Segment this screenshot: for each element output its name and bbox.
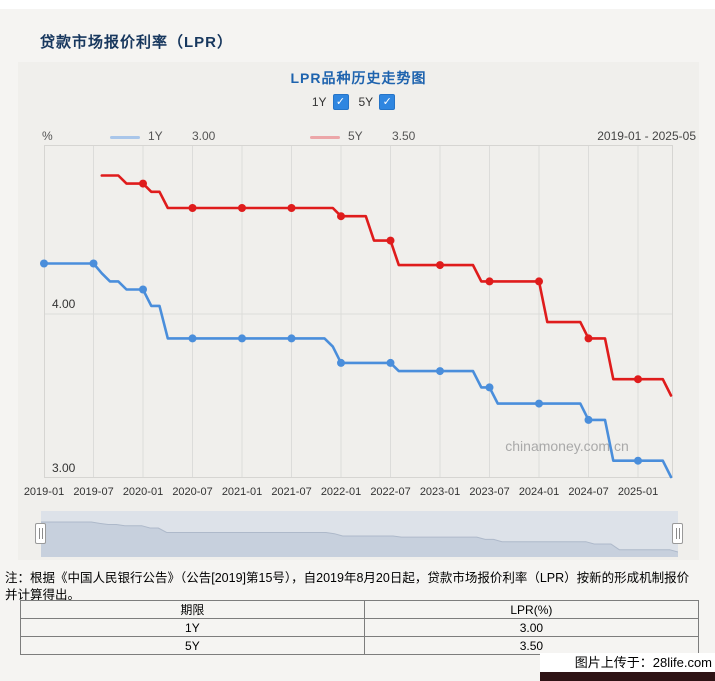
y-axis-unit-label: % xyxy=(42,129,53,143)
checkbox-5y[interactable]: ✓ xyxy=(379,94,396,110)
legend-swatch-1y[interactable] xyxy=(110,136,140,139)
table-header-row: 期限 LPR(%) xyxy=(20,600,700,619)
data-point-1y xyxy=(89,259,98,268)
data-point-1y xyxy=(238,334,246,343)
data-point-5y xyxy=(436,261,444,270)
table-cell-term-5y: 5Y xyxy=(20,636,365,655)
data-point-5y xyxy=(485,277,494,286)
data-point-5y xyxy=(238,204,246,212)
legend-value-5y: 3.50 xyxy=(392,129,416,143)
data-point-5y xyxy=(188,204,197,212)
data-point-5y xyxy=(139,179,147,188)
data-point-1y xyxy=(337,358,345,367)
x-axis-label: 2025-01 xyxy=(617,486,659,498)
data-zoom-left-handle[interactable] xyxy=(35,523,46,544)
table-header-lpr: LPR(%) xyxy=(363,600,700,619)
series-line-5y xyxy=(100,174,673,397)
footnote-line-1: 注：根据《中国人民银行公告》（公告[2019]第15号），自2019年8月20日… xyxy=(5,571,690,585)
legend-value-1y: 3.00 xyxy=(192,129,216,143)
footnote-line-2: 并计算得出。 xyxy=(5,588,81,602)
x-axis-label: 2022-01 xyxy=(320,486,362,498)
table-row: 5Y 3.50 xyxy=(20,636,700,655)
checkbox-1y[interactable]: ✓ xyxy=(332,94,349,110)
x-axis-label: 2019-01 xyxy=(23,486,65,498)
y-tick-4: 4.00 xyxy=(52,297,76,311)
table-cell-value-5y: 3.50 xyxy=(363,636,700,655)
x-axis-label: 2024-07 xyxy=(568,486,609,498)
data-zoom-minimap xyxy=(41,521,679,557)
checkbox-label-5y: 5Y xyxy=(358,95,374,109)
page-title: 贷款市场报价利率（LPR） xyxy=(40,34,234,51)
data-point-1y xyxy=(436,367,444,376)
table-cell-value-1y: 3.00 xyxy=(363,618,700,637)
date-range-label: 2019-01 - 2025-05 xyxy=(597,129,696,143)
data-point-5y xyxy=(287,204,296,212)
data-point-5y xyxy=(584,334,593,343)
data-point-1y xyxy=(634,456,642,465)
data-point-5y xyxy=(535,277,543,286)
table-header-term: 期限 xyxy=(20,600,365,619)
legend-label-5y[interactable]: 5Y xyxy=(348,129,363,143)
chart-panel: LPR品种历史走势图 1Y ✓ 5Y ✓ % 1Y 3.00 5Y 3.50 2… xyxy=(18,62,699,560)
data-point-1y xyxy=(386,358,395,367)
y-tick-3: 3.00 xyxy=(52,461,76,475)
table-row: 1Y 3.00 xyxy=(20,618,700,637)
series-toggle-row: 1Y ✓ 5Y ✓ xyxy=(18,94,699,110)
data-point-1y xyxy=(584,415,593,424)
data-point-1y xyxy=(188,334,197,343)
series-line-1y xyxy=(42,262,673,479)
data-point-1y xyxy=(485,383,494,392)
x-axis-label: 2023-01 xyxy=(419,486,461,498)
data-point-1y xyxy=(287,334,296,343)
bottom-dark-bar xyxy=(540,672,715,681)
legend-swatch-5y[interactable] xyxy=(310,136,340,139)
x-axis-label: 2024-01 xyxy=(518,486,560,498)
data-point-1y xyxy=(139,285,147,294)
table-cell-term-1y: 1Y xyxy=(20,618,365,637)
uploader-watermark: 图片上传于：28life.com xyxy=(540,653,715,672)
lpr-summary-table: 期限 LPR(%) 1Y 3.00 5Y 3.50 xyxy=(20,600,700,655)
x-axis-label: 2019-07 xyxy=(73,486,114,498)
chinamoney-watermark: chinamoney.com.cn xyxy=(505,438,628,454)
data-point-5y xyxy=(386,236,395,245)
x-axis-label: 2021-07 xyxy=(271,486,312,498)
data-zoom-slider-track[interactable] xyxy=(41,511,679,557)
top-white-strip xyxy=(0,0,715,9)
lpr-line-chart-plot-area[interactable]: 4.00 3.00 chinamoney.com.cn xyxy=(40,145,673,479)
chart-title: LPR品种历史走势图 xyxy=(290,70,427,86)
data-point-5y xyxy=(634,375,642,384)
x-axis-label: 2020-01 xyxy=(122,486,164,498)
legend-label-1y[interactable]: 1Y xyxy=(148,129,163,143)
data-point-1y xyxy=(40,259,48,268)
checkbox-label-1y: 1Y xyxy=(311,95,327,109)
x-axis-label: 2020-07 xyxy=(172,486,213,498)
x-axis-label: 2021-01 xyxy=(221,486,263,498)
data-point-5y xyxy=(337,212,345,221)
x-axis-label: 2023-07 xyxy=(469,486,510,498)
data-zoom-right-handle[interactable] xyxy=(672,523,683,544)
x-axis-label: 2022-07 xyxy=(370,486,411,498)
data-point-1y xyxy=(535,399,543,408)
